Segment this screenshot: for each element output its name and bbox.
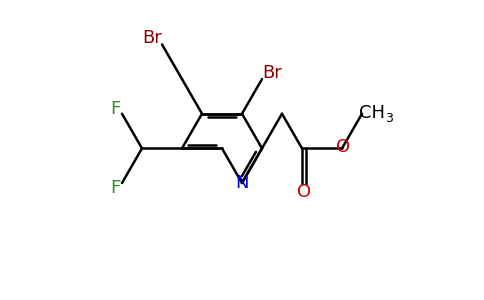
Text: CH: CH <box>359 104 385 122</box>
Text: Br: Br <box>262 64 282 82</box>
Text: N: N <box>235 174 249 192</box>
Text: O: O <box>336 138 350 156</box>
Text: 3: 3 <box>385 112 393 125</box>
Text: O: O <box>297 183 311 201</box>
Text: Br: Br <box>142 29 162 47</box>
Text: F: F <box>110 179 120 197</box>
Text: F: F <box>110 100 120 118</box>
